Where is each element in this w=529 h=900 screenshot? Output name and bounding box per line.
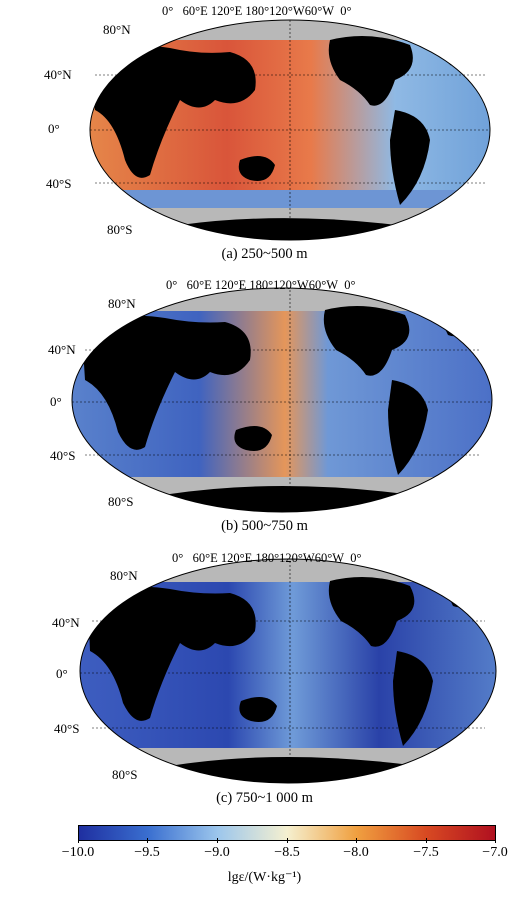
lat-40n-c: 40°N [52,615,80,630]
lat-40s-b: 40°S [50,448,76,463]
colorbar-tick: −7.0 [482,845,508,860]
lat-40s-c: 40°S [54,721,80,736]
colorbar-tick: −9.0 [204,845,230,860]
lat-40n-a: 40°N [44,67,72,82]
lon-labels-b: 0° 60°E 120°E 180°120°W60°W 0° [166,278,356,292]
lat-80n-c: 80°N [110,568,138,583]
lat-80s-c: 80°S [112,767,138,782]
colorbar-tick: −9.5 [134,845,160,860]
lat-40n-b: 40°N [48,342,76,357]
colorbar-tick: −8.0 [343,845,369,860]
lon-labels-c: 0° 60°E 120°E 180°120°W60°W 0° [172,551,362,565]
world-map-c [79,558,497,784]
colorbar-label: lgε/(W·kg⁻¹) [227,870,302,885]
map-panel-b: 0° 60°E 120°E 180°120°W60°W 0° 80°N 40°N… [0,272,529,542]
lat-eq-b: 0° [50,394,62,409]
caption-c: (c) 750~1 000 m [216,790,313,806]
world-map-b [71,287,493,513]
colorbar-tick: −8.5 [274,845,300,860]
caption-a: (a) 250~500 m [221,246,308,262]
lon-labels-a: 0° 60°E 120°E 180°120°W60°W 0° [162,4,352,18]
lat-80n-b: 80°N [108,296,136,311]
lat-80s-b: 80°S [108,494,134,509]
map-panel-a: 0° 60°E 120°E 180°120°W60°W 0° 80°N 40°N… [0,0,529,270]
lat-eq-c: 0° [56,666,68,681]
lat-eq-a: 0° [48,121,60,136]
world-map-a [89,19,491,241]
caption-b: (b) 500~750 m [221,518,308,534]
lat-80s-a: 80°S [107,222,133,237]
colorbar-tick: −7.5 [413,845,439,860]
lat-80n-a: 80°N [103,22,131,37]
map-panel-c: 0° 60°E 120°E 180°120°W60°W 0° 80°N 40°N… [0,543,529,813]
colorbar-tick: −10.0 [61,845,95,860]
lat-40s-a: 40°S [46,176,72,191]
